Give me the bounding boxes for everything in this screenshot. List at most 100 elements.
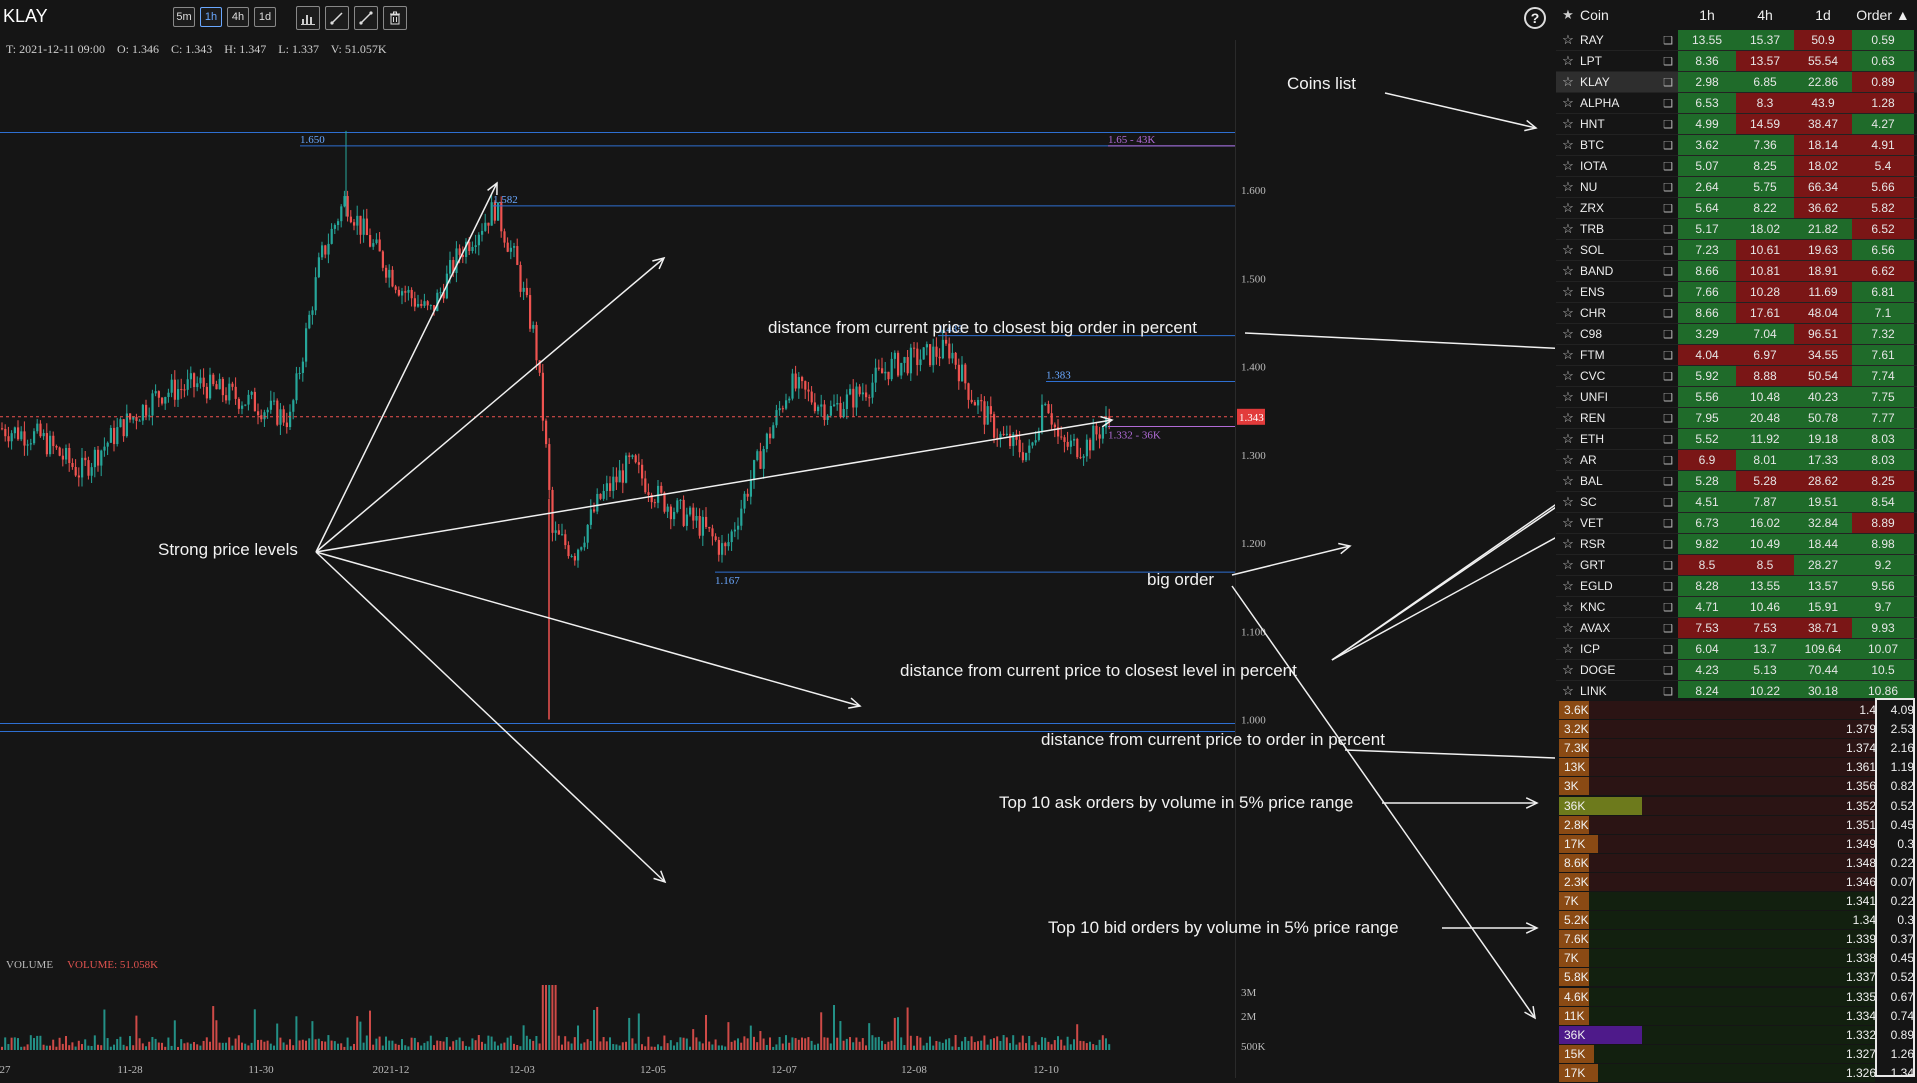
- open-chart-icon[interactable]: ❑: [1663, 643, 1673, 656]
- favorite-star-icon[interactable]: ☆: [1562, 536, 1574, 551]
- ask-order-row[interactable]: 7.3K 1.374 2.16: [1556, 739, 1917, 758]
- favorite-star-icon[interactable]: ☆: [1562, 221, 1574, 236]
- open-chart-icon[interactable]: ❑: [1663, 412, 1673, 425]
- coin-row[interactable]: ☆ LINK ❑ 8.24 10.22 30.18 10.86: [1556, 681, 1917, 698]
- favorite-star-icon[interactable]: ☆: [1562, 116, 1574, 131]
- favorite-star-icon[interactable]: ☆: [1562, 305, 1574, 320]
- favorite-star-icon[interactable]: ☆: [1562, 263, 1574, 278]
- favorite-star-icon[interactable]: ☆: [1562, 662, 1574, 677]
- favorite-star-icon[interactable]: ☆: [1562, 494, 1574, 509]
- trendline-icon[interactable]: [325, 6, 349, 30]
- coin-row[interactable]: ☆ FTM ❑ 4.04 6.97 34.55 7.61: [1556, 345, 1917, 366]
- open-chart-icon[interactable]: ❑: [1663, 181, 1673, 194]
- order-column-header[interactable]: Order ▲: [1856, 7, 1910, 23]
- open-chart-icon[interactable]: ❑: [1663, 685, 1673, 698]
- favorite-star-icon[interactable]: ☆: [1562, 74, 1574, 89]
- open-chart-icon[interactable]: ❑: [1663, 34, 1673, 47]
- favorite-star-icon[interactable]: ☆: [1562, 389, 1574, 404]
- coin-row[interactable]: ☆ ETH ❑ 5.52 11.92 19.18 8.03: [1556, 429, 1917, 450]
- favorite-star-icon[interactable]: ☆: [1562, 473, 1574, 488]
- bid-order-row[interactable]: 5.2K 1.34 0.3: [1556, 911, 1917, 930]
- open-chart-icon[interactable]: ❑: [1663, 160, 1673, 173]
- bid-order-row[interactable]: 36K 1.332 0.89: [1556, 1025, 1917, 1045]
- favorite-star-icon[interactable]: ☆: [1562, 578, 1574, 593]
- coin-row[interactable]: ☆ IOTA ❑ 5.07 8.25 18.02 5.4: [1556, 156, 1917, 177]
- favorite-star-icon[interactable]: ☆: [1562, 515, 1574, 530]
- favorite-star-icon[interactable]: ☆: [1562, 620, 1574, 635]
- open-chart-icon[interactable]: ❑: [1663, 223, 1673, 236]
- open-chart-icon[interactable]: ❑: [1663, 139, 1673, 152]
- chart-type-icon[interactable]: [296, 6, 320, 30]
- ask-order-row[interactable]: 17K 1.349 0.3: [1556, 834, 1917, 854]
- ask-order-row[interactable]: 13K 1.361 1.19: [1556, 758, 1917, 777]
- bid-order-row[interactable]: 11K 1.334 0.74: [1556, 1006, 1917, 1026]
- coin-row[interactable]: ☆ KNC ❑ 4.71 10.46 15.91 9.7: [1556, 597, 1917, 618]
- open-chart-icon[interactable]: ❑: [1663, 391, 1673, 404]
- coin-row[interactable]: ☆ VET ❑ 6.73 16.02 32.84 8.89: [1556, 513, 1917, 534]
- ray-icon[interactable]: [354, 6, 378, 30]
- open-chart-icon[interactable]: ❑: [1663, 202, 1673, 215]
- help-icon[interactable]: ?: [1524, 7, 1546, 29]
- ask-order-row[interactable]: 2.3K 1.346 0.07: [1556, 872, 1917, 892]
- coin-column-header[interactable]: Coin: [1580, 7, 1609, 23]
- open-chart-icon[interactable]: ❑: [1663, 349, 1673, 362]
- coin-row[interactable]: ☆ BTC ❑ 3.62 7.36 18.14 4.91: [1556, 135, 1917, 156]
- favorite-star-icon[interactable]: ☆: [1562, 599, 1574, 614]
- coin-row[interactable]: ☆ UNFI ❑ 5.56 10.48 40.23 7.75: [1556, 387, 1917, 408]
- coin-row[interactable]: ☆ AR ❑ 6.9 8.01 17.33 8.03: [1556, 450, 1917, 471]
- open-chart-icon[interactable]: ❑: [1663, 76, 1673, 89]
- bid-order-row[interactable]: 4.6K 1.335 0.67: [1556, 987, 1917, 1007]
- coin-row[interactable]: ☆ AVAX ❑ 7.53 7.53 38.71 9.93: [1556, 618, 1917, 639]
- favorite-star-icon[interactable]: ☆: [1562, 431, 1574, 446]
- open-chart-icon[interactable]: ❑: [1663, 118, 1673, 131]
- bid-order-row[interactable]: 7K 1.341 0.22: [1556, 892, 1917, 911]
- open-chart-icon[interactable]: ❑: [1663, 265, 1673, 278]
- coin-row[interactable]: ☆ HNT ❑ 4.99 14.59 38.47 4.27: [1556, 114, 1917, 135]
- timeframe-1h-button[interactable]: 1h: [200, 7, 222, 27]
- open-chart-icon[interactable]: ❑: [1663, 97, 1673, 110]
- open-chart-icon[interactable]: ❑: [1663, 328, 1673, 341]
- coin-row[interactable]: ☆ RAY ❑ 13.55 15.37 50.9 0.59: [1556, 30, 1917, 51]
- bid-order-row[interactable]: 5.8K 1.337 0.52: [1556, 968, 1917, 987]
- coin-row[interactable]: ☆ ENS ❑ 7.66 10.28 11.69 6.81: [1556, 282, 1917, 303]
- timeframe-4h-button[interactable]: 4h: [227, 7, 249, 27]
- open-chart-icon[interactable]: ❑: [1663, 538, 1673, 551]
- bid-order-row[interactable]: 7K 1.338 0.45: [1556, 949, 1917, 968]
- ask-order-row[interactable]: 3.2K 1.379 2.53: [1556, 720, 1917, 739]
- favorite-star-icon[interactable]: ☆: [1562, 557, 1574, 572]
- open-chart-icon[interactable]: ❑: [1663, 286, 1673, 299]
- h1-column-header[interactable]: 1h: [1699, 7, 1715, 23]
- open-chart-icon[interactable]: ❑: [1663, 55, 1673, 68]
- coin-row[interactable]: ☆ ICP ❑ 6.04 13.7 109.64 10.07: [1556, 639, 1917, 660]
- timeframe-5m-button[interactable]: 5m: [173, 7, 195, 27]
- coin-row[interactable]: ☆ BAL ❑ 5.28 5.28 28.62 8.25: [1556, 471, 1917, 492]
- chart-area[interactable]: 1.600 1.500 1.400 1.300 1.200 1.100 1.000 27 11-…: [0, 0, 1555, 1078]
- open-chart-icon[interactable]: ❑: [1663, 622, 1673, 635]
- coin-row[interactable]: ☆ C98 ❑ 3.29 7.04 96.51 7.32: [1556, 324, 1917, 345]
- coin-row[interactable]: ☆ TRB ❑ 5.17 18.02 21.82 6.52: [1556, 219, 1917, 240]
- coin-row[interactable]: ☆ SOL ❑ 7.23 10.61 19.63 6.56: [1556, 240, 1917, 261]
- open-chart-icon[interactable]: ❑: [1663, 664, 1673, 677]
- coin-row[interactable]: ☆ CVC ❑ 5.92 8.88 50.54 7.74: [1556, 366, 1917, 387]
- favorite-star-icon[interactable]: ☆: [1562, 641, 1574, 656]
- ask-order-row[interactable]: 3K 1.356 0.82: [1556, 777, 1917, 796]
- favorite-star-icon[interactable]: ☆: [1562, 347, 1574, 362]
- ask-order-row[interactable]: 2.8K 1.351 0.45: [1556, 815, 1917, 835]
- coin-row[interactable]: ☆ BAND ❑ 8.66 10.81 18.91 6.62: [1556, 261, 1917, 282]
- favorite-star-icon[interactable]: ☆: [1562, 410, 1574, 425]
- open-chart-icon[interactable]: ❑: [1663, 370, 1673, 383]
- open-chart-icon[interactable]: ❑: [1663, 433, 1673, 446]
- price-chart[interactable]: 1.600 1.500 1.400 1.300 1.200 1.100 1.000 27 11-…: [0, 0, 1555, 1078]
- coin-row[interactable]: ☆ GRT ❑ 8.5 8.5 28.27 9.2: [1556, 555, 1917, 576]
- coin-row[interactable]: ☆ EGLD ❑ 8.28 13.55 13.57 9.56: [1556, 576, 1917, 597]
- coin-row[interactable]: ☆ ZRX ❑ 5.64 8.22 36.62 5.82: [1556, 198, 1917, 219]
- ask-order-row[interactable]: 36K 1.352 0.52: [1556, 796, 1917, 816]
- coin-row[interactable]: ☆ REN ❑ 7.95 20.48 50.78 7.77: [1556, 408, 1917, 429]
- coin-row[interactable]: ☆ LPT ❑ 8.36 13.57 55.54 0.63: [1556, 51, 1917, 72]
- open-chart-icon[interactable]: ❑: [1663, 307, 1673, 320]
- open-chart-icon[interactable]: ❑: [1663, 496, 1673, 509]
- favorite-star-icon[interactable]: ☆: [1562, 368, 1574, 383]
- favorite-star-icon[interactable]: ☆: [1562, 326, 1574, 341]
- ask-order-row[interactable]: 8.6K 1.348 0.22: [1556, 853, 1917, 873]
- favorite-star-icon[interactable]: ☆: [1562, 452, 1574, 467]
